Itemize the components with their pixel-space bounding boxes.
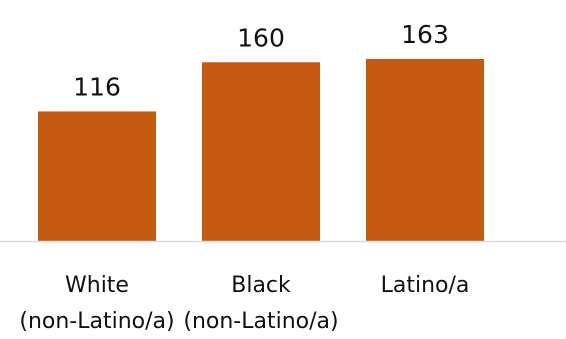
- value-labels-group: 116 160 163: [73, 20, 449, 101]
- bars-group: [38, 58, 484, 241]
- bar-value-label-1: 160: [237, 23, 285, 52]
- x-tick-label-1-line-0: Black: [231, 273, 291, 298]
- bar-1: [202, 62, 320, 241]
- bar-0: [38, 111, 156, 241]
- bar-2: [366, 58, 484, 241]
- x-tick-label-1-line-1: (non-Latino/a): [183, 309, 338, 334]
- bar-value-label-0: 116: [73, 72, 121, 101]
- x-tick-label-2-line-0: Latino/a: [381, 273, 470, 298]
- x-tick-label-0-line-0: White: [65, 273, 129, 298]
- bar-value-label-2: 163: [401, 20, 449, 49]
- x-tick-label-0-line-1: (non-Latino/a): [19, 309, 174, 334]
- x-tick-labels-group: White (non-Latino/a) Black (non-Latino/a) La…: [19, 273, 469, 334]
